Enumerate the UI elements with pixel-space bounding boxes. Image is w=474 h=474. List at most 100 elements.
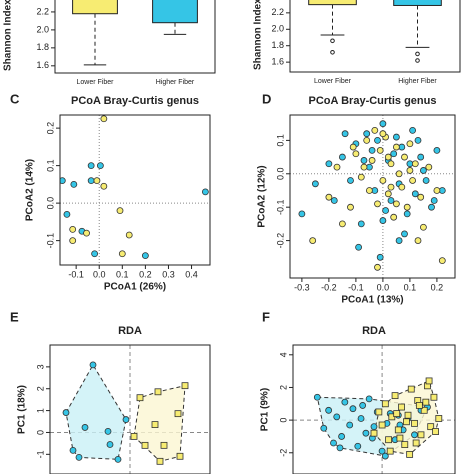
point — [100, 182, 108, 190]
point — [387, 197, 395, 204]
x-tick-label: 0.0 — [93, 269, 106, 279]
y-axis-label: PCoA2 (14%) — [25, 159, 36, 221]
point — [417, 193, 425, 201]
point — [398, 403, 405, 411]
point — [362, 429, 370, 437]
panel-letter: C — [10, 91, 20, 106]
point — [114, 455, 122, 463]
point — [384, 190, 392, 198]
point — [338, 220, 346, 228]
point — [349, 405, 357, 413]
point — [357, 173, 365, 181]
point — [346, 421, 354, 429]
point — [151, 421, 159, 428]
panel-letter: F — [262, 309, 270, 324]
point — [325, 160, 333, 168]
point — [433, 187, 441, 194]
x-tick-label: 0.2 — [139, 269, 152, 279]
x-tick-label: 0.2 — [431, 282, 444, 292]
y-tick-label: 0 — [35, 430, 45, 435]
point — [438, 257, 446, 265]
point — [411, 419, 418, 427]
point — [401, 441, 409, 449]
y-tick-label: 2.2 — [271, 7, 284, 17]
point — [87, 162, 95, 170]
point — [401, 153, 408, 161]
y-tick-label: 0.1 — [45, 159, 55, 172]
x-axis-label: PCoA1 (26%) — [104, 282, 166, 293]
point — [116, 207, 124, 215]
point — [433, 147, 441, 154]
point — [390, 213, 398, 221]
point — [359, 402, 367, 409]
chart-title: RDA — [118, 325, 142, 337]
box — [152, 0, 198, 24]
point — [378, 447, 386, 455]
point — [409, 177, 417, 184]
y-tick-label: 1.6 — [36, 60, 49, 70]
outlier — [415, 58, 420, 63]
x-tick-label: 0.1 — [116, 269, 129, 279]
y-tick-label: 0.0 — [275, 168, 285, 181]
plot-area — [50, 345, 210, 474]
point — [118, 250, 126, 258]
point — [354, 442, 362, 450]
point — [374, 263, 381, 271]
point — [376, 147, 384, 154]
point — [420, 406, 428, 414]
point — [368, 147, 376, 154]
point — [414, 136, 422, 144]
x-tick-label: 0.1 — [404, 282, 417, 292]
point — [89, 361, 97, 369]
point — [404, 411, 412, 419]
point — [347, 203, 354, 211]
x-tick-label: -0.1 — [68, 269, 84, 279]
point — [392, 200, 400, 208]
point — [365, 395, 373, 403]
y-tick-label: -0.2 — [275, 233, 285, 249]
point — [347, 177, 354, 184]
point — [60, 177, 66, 185]
point — [130, 432, 138, 440]
point — [176, 452, 184, 460]
y-tick-label: 0.2 — [45, 122, 55, 135]
point — [406, 167, 414, 174]
point — [363, 130, 371, 138]
point — [352, 150, 360, 158]
plot-area — [293, 345, 455, 474]
point — [374, 136, 381, 144]
y-tick-label: 2.2 — [36, 6, 49, 16]
point — [420, 167, 427, 174]
point — [374, 200, 381, 208]
point — [174, 410, 182, 418]
point — [406, 140, 414, 148]
point — [432, 428, 439, 435]
point — [320, 424, 328, 432]
y-tick-label: 0.1 — [275, 134, 285, 147]
panel-letter: D — [262, 91, 271, 106]
point — [160, 441, 168, 449]
point — [69, 225, 77, 233]
point — [156, 457, 164, 465]
point — [430, 197, 438, 204]
point — [379, 130, 387, 138]
x-tick-label: 0.3 — [162, 269, 175, 279]
point — [411, 160, 419, 168]
y-tick-label: 1.8 — [271, 40, 284, 50]
y-tick-label: 2 — [278, 385, 288, 390]
point — [411, 431, 418, 439]
point — [333, 413, 341, 421]
y-tick-label: 2.0 — [271, 24, 284, 34]
point — [379, 217, 387, 224]
point — [406, 451, 414, 458]
panel-letter: E — [10, 309, 19, 324]
point — [311, 180, 319, 188]
y-tick-label: 2 — [35, 386, 45, 391]
chart-title: RDA — [362, 325, 386, 337]
point — [395, 170, 403, 178]
y-tick-label: 2.0 — [36, 24, 49, 34]
point — [181, 382, 189, 390]
point — [391, 392, 399, 400]
point — [363, 136, 371, 144]
